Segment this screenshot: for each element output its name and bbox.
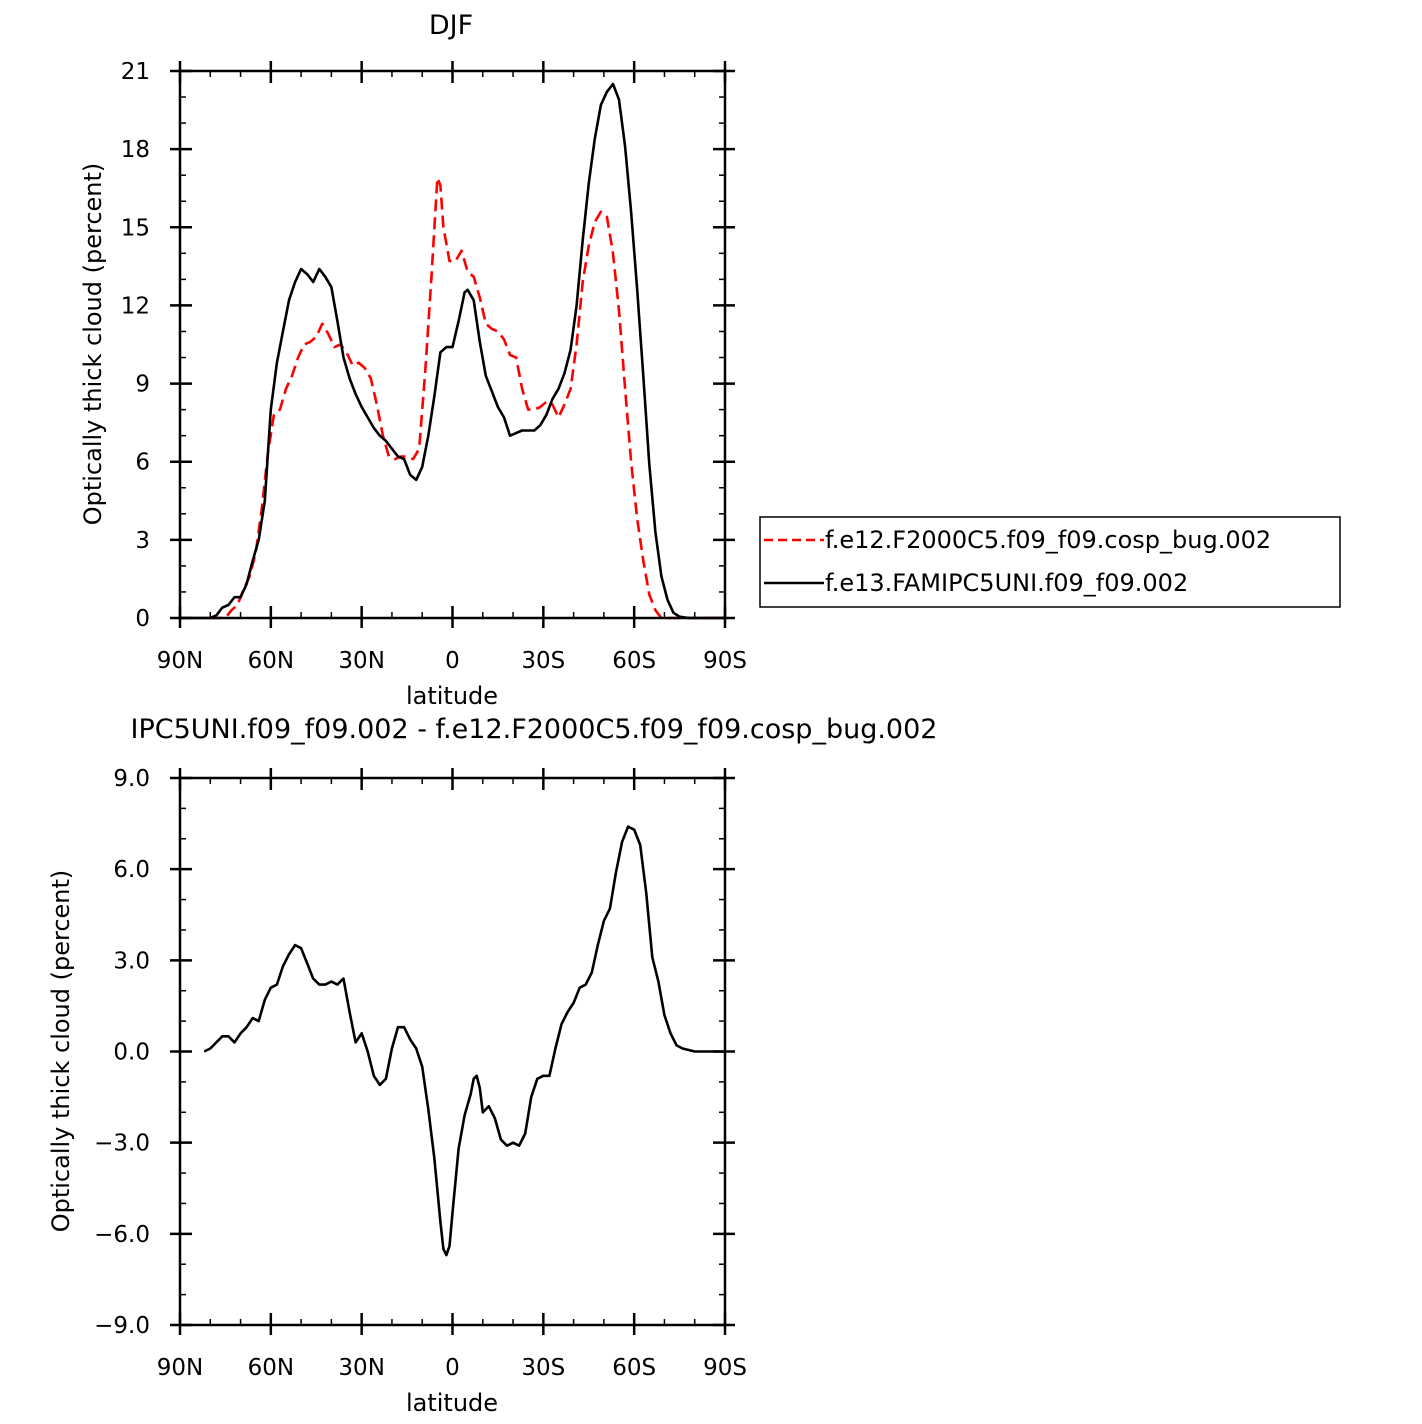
top-y-tick-label: 6 (135, 450, 150, 476)
top-series-line-0 (210, 176, 725, 620)
top-plot-area: 90N 60N 30N 0 30S 60S 90S 0 3 6 9 12 15 18 21 (121, 59, 747, 674)
top-x-tick-label: 60S (612, 648, 656, 674)
top-chart-title: DJF (429, 10, 473, 41)
top-y-tick-labels: 0 3 6 9 12 15 18 21 (121, 59, 150, 632)
bottom-y-axis-label: Optically thick cloud (percent) (47, 870, 75, 1233)
top-series-line-1 (180, 82, 725, 620)
bottom-y-tick-label: 6.0 (113, 857, 150, 883)
bottom-x-tick-labels: 90N 60N 30N 0 30S 60S 90S (157, 1355, 747, 1381)
bottom-x-tick-label: 60N (248, 1355, 294, 1381)
legend-label-famipc5uni: f.e13.FAMIPC5UNI.f09_f09.002 (825, 569, 1188, 597)
bottom-x-tick-label: 30N (338, 1355, 384, 1381)
top-y-tick-label: 15 (121, 215, 150, 241)
top-y-tick-label: 9 (135, 372, 150, 398)
bottom-x-axis-label: latitude (406, 1389, 498, 1417)
bottom-y-tick-label: −6.0 (94, 1222, 150, 1248)
bottom-x-tick-label: 30S (521, 1355, 565, 1381)
top-y-tick-label: 3 (135, 528, 150, 554)
top-x-tick-label: 30S (521, 648, 565, 674)
top-y-tick-label: 18 (121, 137, 150, 163)
top-x-axis-label: latitude (406, 682, 498, 710)
bottom-x-tick-label: 0 (445, 1355, 460, 1381)
bottom-x-tick-label: 60S (612, 1355, 656, 1381)
bottom-y-tick-label: 0.0 (113, 1040, 150, 1066)
bottom-x-tick-label: 90N (157, 1355, 203, 1381)
top-y-axis-label: Optically thick cloud (percent) (79, 163, 107, 526)
bottom-series-lines (203, 825, 725, 1257)
bottom-plot-area: 90N 60N 30N 0 30S 60S 90S −9.0 −6.0 −3.0 0.0 3.0 6.… (94, 766, 747, 1381)
bottom-series-line-0 (203, 825, 725, 1257)
top-y-tick-label: 12 (121, 293, 150, 319)
top-y-tick-label: 21 (121, 59, 150, 85)
legend-label-cosp-bug: f.e12.F2000C5.f09_f09.cosp_bug.002 (825, 526, 1271, 554)
legend: f.e12.F2000C5.f09_f09.cosp_bug.002 f.e13… (759, 516, 1341, 608)
bottom-x-tick-label: 90S (703, 1355, 747, 1381)
bottom-y-tick-label: 9.0 (113, 766, 150, 792)
top-x-tick-label: 0 (445, 648, 460, 674)
top-x-tick-label: 30N (338, 648, 384, 674)
top-series-lines (180, 82, 725, 620)
bottom-plot-frame (178, 776, 727, 1327)
top-x-tick-label: 60N (248, 648, 294, 674)
bottom-chart-title: IPC5UNI.f09_f09.002 - f.e12.F2000C5.f09_… (131, 714, 938, 745)
bottom-y-tick-label: −9.0 (94, 1313, 150, 1339)
bottom-y-tick-label: 3.0 (113, 948, 150, 974)
bottom-y-tick-label: −3.0 (94, 1131, 150, 1157)
top-x-tick-label: 90N (157, 648, 203, 674)
top-x-tick-labels: 90N 60N 30N 0 30S 60S 90S (157, 648, 747, 674)
top-x-tick-label: 90S (703, 648, 747, 674)
legend-box (759, 516, 1341, 608)
bottom-y-tick-labels: −9.0 −6.0 −3.0 0.0 3.0 6.0 9.0 (94, 766, 150, 1339)
top-plot-frame (178, 69, 727, 620)
top-y-tick-label: 0 (135, 606, 150, 632)
